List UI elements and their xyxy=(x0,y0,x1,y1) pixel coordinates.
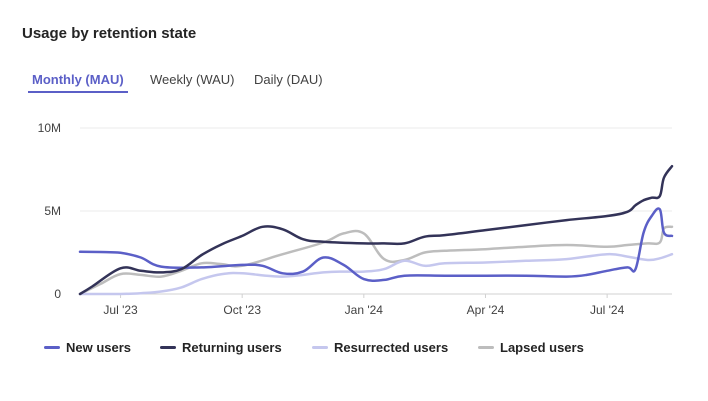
series-line-returning-users[interactable] xyxy=(78,164,674,296)
legend-label-new-users: New users xyxy=(66,340,132,355)
x-tick-label: Jul '23 xyxy=(103,303,138,317)
series-line-new-users[interactable] xyxy=(78,207,674,282)
tab-daily-label: Daily (DAU) xyxy=(254,72,323,87)
active-tab-indicator xyxy=(28,91,128,93)
legend-swatch-returning-users xyxy=(160,346,176,349)
legend-swatch-lapsed-users xyxy=(478,346,494,349)
legend-label-resurrected-users: Resurrected users xyxy=(334,340,449,355)
legend-item-new-users[interactable]: New users xyxy=(44,340,131,355)
y-tick-label: 0 xyxy=(54,287,61,301)
legend-swatch-resurrected-users xyxy=(312,346,328,349)
legend-item-lapsed-users[interactable]: Lapsed users xyxy=(478,340,584,355)
chart-grid xyxy=(80,127,672,295)
tab-weekly-label: Weekly (WAU) xyxy=(150,72,235,87)
tab-weekly[interactable]: Weekly (WAU) xyxy=(150,72,235,93)
x-tick-label: Jan '24 xyxy=(345,303,384,317)
x-tick-label: Jul '24 xyxy=(590,303,625,317)
legend-item-returning-users[interactable]: Returning users xyxy=(160,340,282,355)
x-tick-label: Apr '24 xyxy=(467,303,505,317)
x-axis: Jul '23 Oct '23 Jan '24 Apr '24 Jul '24 xyxy=(103,294,625,317)
card-title: Usage by retention state xyxy=(22,25,197,42)
tab-monthly-label: Monthly (MAU) xyxy=(32,72,124,87)
legend-label-returning-users: Returning users xyxy=(182,340,282,355)
series-line-resurrected-users[interactable] xyxy=(78,252,674,296)
chart-series xyxy=(78,164,674,296)
legend-swatch-new-users xyxy=(44,346,60,349)
tab-daily[interactable]: Daily (DAU) xyxy=(254,72,323,93)
y-axis: 0 5M 10M xyxy=(38,121,62,301)
legend-item-resurrected-users[interactable]: Resurrected users xyxy=(312,340,448,355)
tab-monthly[interactable]: Monthly (MAU) xyxy=(28,72,128,93)
series-line-lapsed-users[interactable] xyxy=(78,225,674,296)
x-tick-label: Oct '23 xyxy=(223,303,261,317)
y-tick-label: 5M xyxy=(44,204,61,218)
y-tick-label: 10M xyxy=(38,121,61,135)
legend-label-lapsed-users: Lapsed users xyxy=(500,340,584,355)
